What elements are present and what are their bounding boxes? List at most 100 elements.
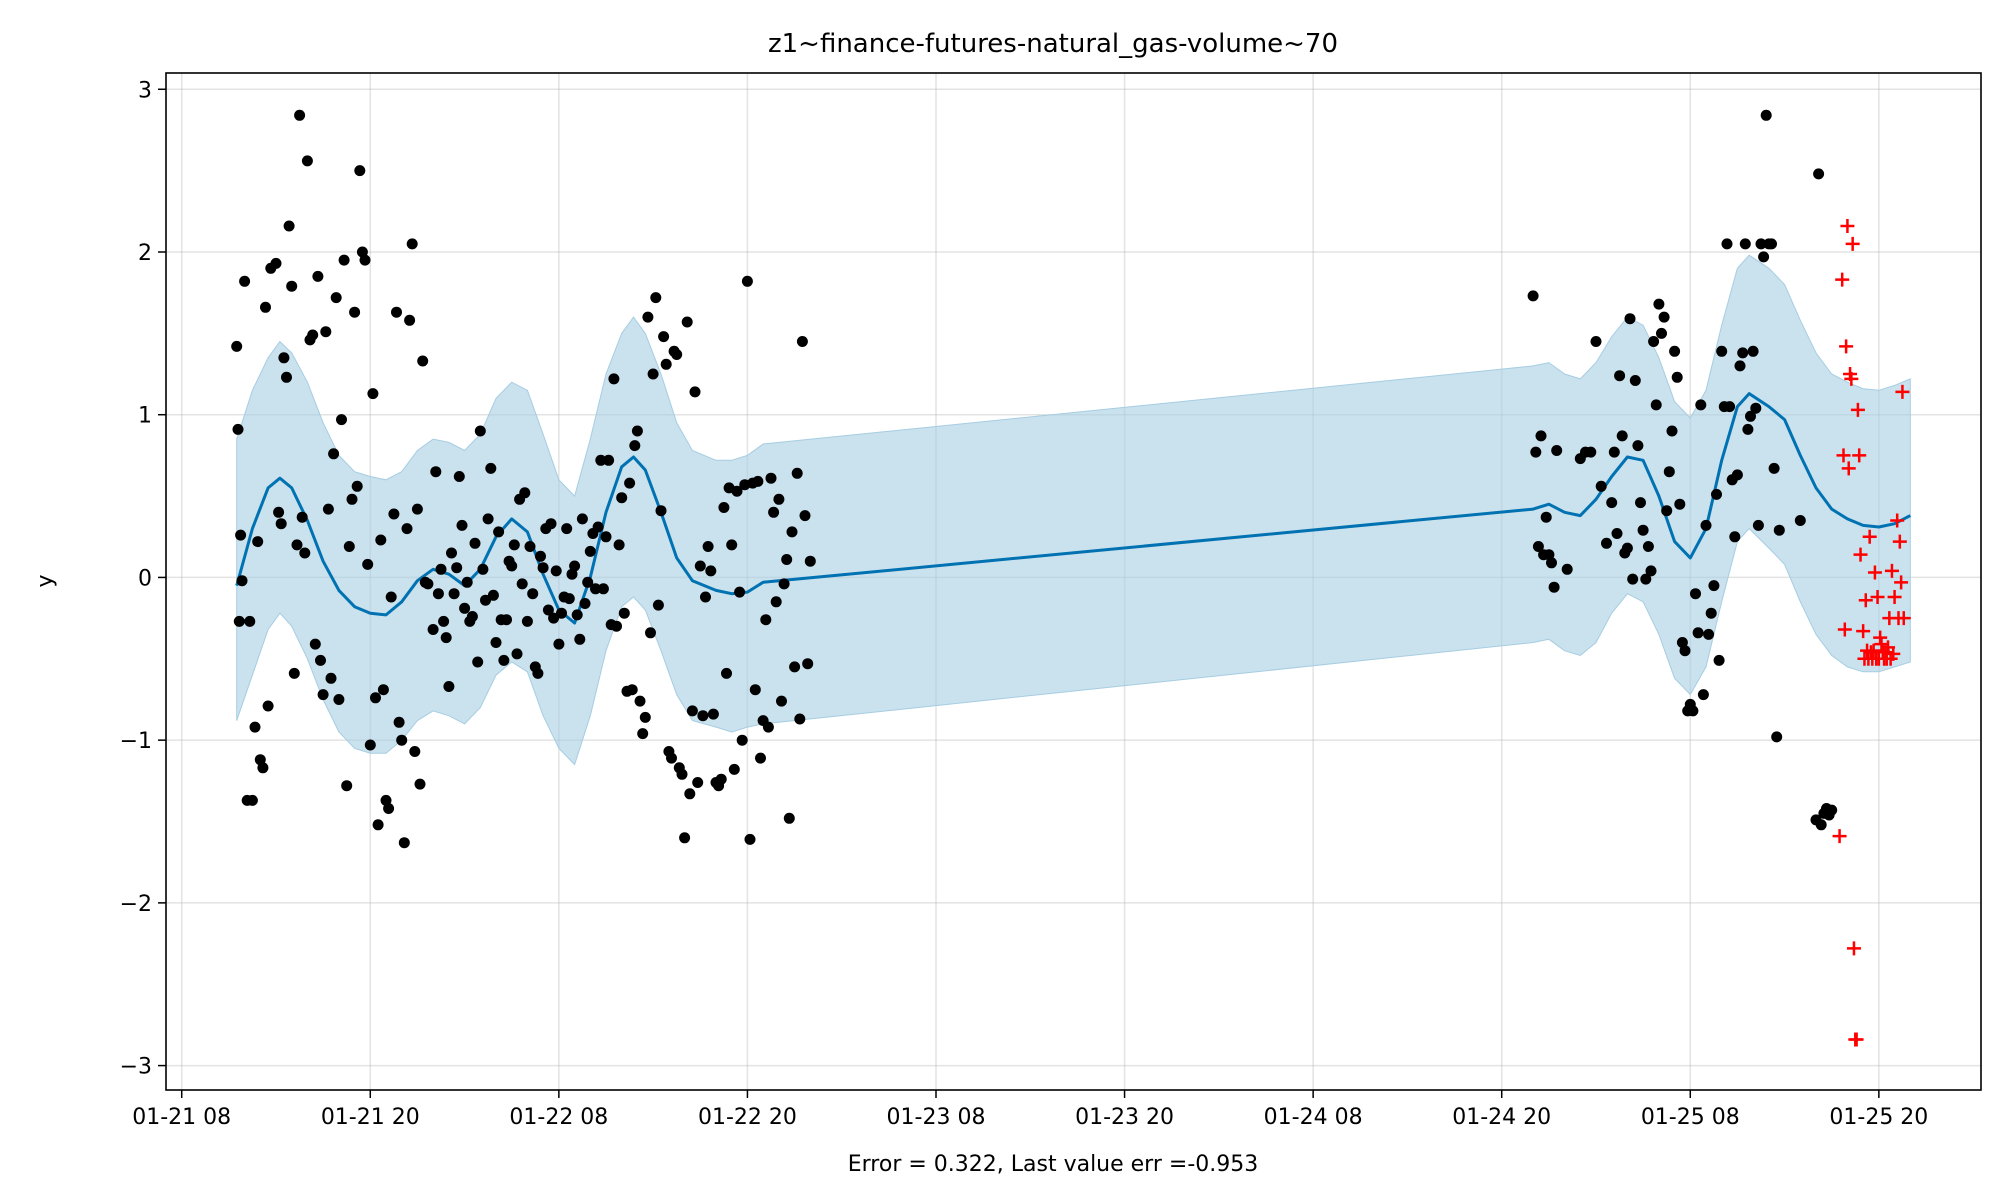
observed-point bbox=[569, 560, 581, 572]
observed-point bbox=[744, 833, 756, 845]
observed-point bbox=[453, 471, 465, 482]
observed-point bbox=[1629, 375, 1641, 386]
observed-point bbox=[296, 511, 308, 523]
observed-point bbox=[438, 615, 450, 627]
observed-point bbox=[734, 586, 746, 598]
observed-point bbox=[579, 598, 591, 609]
observed-point bbox=[1758, 251, 1770, 263]
x-tick-label: 01-25 08 bbox=[1641, 1105, 1740, 1130]
observed-point bbox=[377, 684, 389, 696]
observed-point bbox=[1760, 109, 1772, 121]
observed-point bbox=[317, 689, 329, 701]
x-tick-label: 01-21 08 bbox=[132, 1105, 231, 1130]
y-tick-label: 3 bbox=[138, 78, 152, 103]
observed-point bbox=[1752, 519, 1764, 531]
observed-point bbox=[1642, 541, 1654, 552]
observed-point bbox=[1739, 238, 1751, 250]
observed-point bbox=[804, 555, 816, 567]
x-tick-label: 01-23 20 bbox=[1075, 1105, 1174, 1130]
observed-point bbox=[694, 560, 706, 572]
observed-point bbox=[422, 578, 434, 590]
observed-point bbox=[232, 423, 244, 435]
observed-point bbox=[1713, 654, 1725, 666]
observed-point bbox=[731, 485, 743, 497]
observed-point bbox=[493, 526, 505, 538]
observed-point bbox=[330, 292, 342, 304]
observed-point bbox=[718, 502, 730, 513]
observed-point bbox=[480, 594, 491, 606]
observed-point bbox=[236, 575, 248, 587]
observed-point bbox=[618, 607, 630, 619]
observed-point bbox=[1614, 370, 1626, 382]
observed-point bbox=[1745, 410, 1756, 422]
observed-point bbox=[611, 620, 622, 632]
observed-point bbox=[508, 539, 520, 551]
observed-point bbox=[1737, 347, 1749, 359]
observed-point bbox=[802, 658, 814, 670]
observed-point bbox=[1729, 531, 1741, 543]
observed-point bbox=[1731, 469, 1743, 481]
observed-point bbox=[1645, 565, 1657, 577]
observed-point bbox=[346, 493, 358, 505]
observed-point bbox=[1551, 445, 1563, 456]
actual-markers bbox=[1832, 218, 1911, 1047]
actual-marker bbox=[1840, 218, 1855, 233]
observed-point bbox=[1635, 497, 1646, 509]
observed-point bbox=[391, 306, 402, 318]
observed-point bbox=[427, 624, 439, 635]
observed-point bbox=[1590, 336, 1602, 347]
observed-point bbox=[1750, 402, 1762, 414]
observed-point bbox=[372, 819, 384, 831]
observed-point bbox=[1773, 524, 1785, 536]
observed-point bbox=[1813, 168, 1825, 180]
observed-point bbox=[432, 588, 444, 600]
observed-point bbox=[501, 614, 512, 626]
observed-point bbox=[385, 591, 397, 603]
plot-frame bbox=[165, 72, 1982, 1091]
observed-point bbox=[1724, 401, 1736, 413]
x-tick-label: 01-23 08 bbox=[887, 1105, 986, 1130]
observed-point bbox=[799, 510, 811, 522]
observed-point bbox=[446, 547, 457, 559]
observed-point bbox=[1530, 446, 1542, 458]
observed-point bbox=[472, 656, 484, 668]
observed-point bbox=[482, 513, 494, 525]
actual-marker bbox=[1886, 646, 1901, 661]
observed-point bbox=[1697, 689, 1709, 701]
y-tick-label: 1 bbox=[138, 404, 152, 429]
observed-point bbox=[1595, 480, 1607, 492]
observed-point bbox=[1637, 524, 1649, 536]
observed-point bbox=[354, 165, 366, 177]
observed-point bbox=[639, 711, 651, 723]
observed-point bbox=[689, 386, 701, 398]
observed-point bbox=[556, 607, 567, 619]
observed-point bbox=[249, 721, 261, 733]
actual-marker bbox=[1853, 547, 1868, 562]
observed-point bbox=[1661, 505, 1673, 517]
observed-point bbox=[1794, 515, 1806, 526]
actual-marker bbox=[1844, 371, 1859, 386]
observed-point bbox=[233, 615, 245, 627]
observed-point bbox=[783, 812, 795, 824]
actual-marker bbox=[1873, 630, 1888, 645]
y-tick-label: −2 bbox=[120, 892, 152, 917]
uncertainty-band bbox=[236, 254, 1911, 766]
observed-point bbox=[773, 493, 785, 505]
observed-point bbox=[440, 632, 452, 644]
observed-point bbox=[1532, 541, 1544, 552]
observed-point bbox=[1546, 557, 1557, 569]
observed-point bbox=[341, 780, 353, 792]
observed-point bbox=[660, 358, 672, 370]
actual-marker bbox=[1890, 513, 1905, 528]
observed-point bbox=[676, 768, 688, 780]
observed-point bbox=[1663, 466, 1675, 478]
observed-point bbox=[789, 661, 801, 673]
observed-point bbox=[1708, 580, 1720, 592]
observed-point bbox=[770, 596, 782, 608]
observed-point bbox=[1606, 497, 1618, 509]
observed-point bbox=[768, 506, 780, 518]
observed-point bbox=[590, 583, 601, 595]
observed-point bbox=[474, 425, 486, 437]
observed-point bbox=[328, 448, 340, 460]
observed-point bbox=[477, 563, 489, 575]
